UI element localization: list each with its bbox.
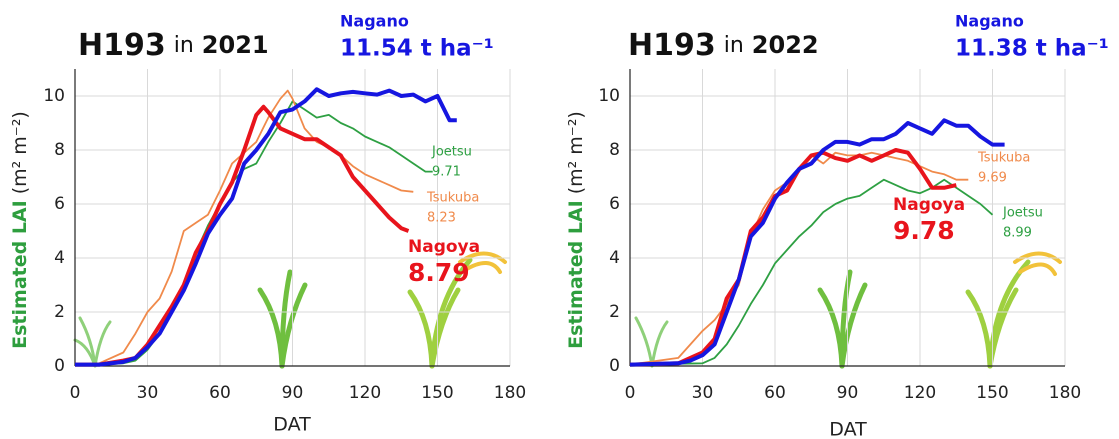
chart-title: H193 in 2022 [628, 28, 819, 63]
y-tick-label: 4 [609, 248, 620, 268]
series-name: Nagoya [408, 237, 480, 257]
series-line [75, 100, 433, 366]
series-line [629, 151, 969, 366]
x-tick-label: 90 [282, 383, 304, 403]
yield-label: 9.78 [893, 216, 955, 245]
x-tick-label: 90 [837, 383, 859, 403]
y-tick-label: 2 [54, 302, 65, 322]
x-tick-label: 150 [976, 383, 1008, 403]
yield-label: 9.69 [978, 171, 1007, 186]
y-tick-label: 2 [609, 302, 620, 322]
series-name: Joetsu [431, 145, 472, 160]
title-part: H193 [628, 28, 716, 63]
series-line [74, 89, 414, 366]
title-part: in [174, 33, 194, 58]
x-tick-label: 60 [209, 383, 231, 403]
x-axis-label: DAT [829, 419, 867, 439]
y-axis-label: Estimated LAI (m² m⁻²) [565, 111, 587, 349]
series-line [75, 87, 457, 367]
title-part: H193 [78, 28, 166, 63]
y-axis-label-unit: (m² m⁻²) [565, 111, 587, 194]
y-tick-label: 0 [609, 356, 620, 376]
series-line [629, 118, 1005, 367]
yield-label: 9.71 [432, 165, 461, 180]
yield-label: 11.38 t ha⁻¹ [955, 36, 1109, 62]
y-tick-label: 6 [609, 194, 620, 214]
y-axis-label: Estimated LAI (m² m⁻²) [9, 111, 31, 349]
x-tick-label: 180 [494, 383, 526, 403]
title-part: 2022 [752, 31, 819, 59]
y-tick-label: 10 [598, 86, 620, 106]
series-name: Nagoya [893, 195, 965, 215]
y-tick-label: 0 [54, 356, 65, 376]
yield-label: 8.99 [1003, 226, 1032, 241]
title-part: in [724, 33, 744, 58]
yield-label: 11.54 t ha⁻¹ [340, 36, 494, 62]
series-name: Nagano [955, 12, 1024, 31]
y-tick-label: 8 [609, 140, 620, 160]
y-axis-label-main: Estimated LAI [565, 200, 587, 349]
y-axis-label-main: Estimated LAI [9, 200, 31, 349]
x-tick-label: 120 [349, 383, 381, 403]
yield-label: 8.23 [427, 211, 456, 226]
y-axis-label-unit: (m² m⁻²) [9, 111, 31, 194]
title-part: 2021 [202, 31, 269, 59]
y-tick-label: 6 [54, 194, 65, 214]
series-line [75, 104, 410, 367]
y-tick-label: 8 [54, 140, 65, 160]
x-tick-label: 30 [692, 383, 714, 403]
x-tick-label: 0 [70, 383, 81, 403]
series-name: Tsukuba [426, 191, 479, 206]
x-tick-label: 150 [421, 383, 453, 403]
yield-label: 8.79 [408, 258, 470, 287]
x-tick-label: 60 [764, 383, 786, 403]
series-line [629, 178, 994, 366]
x-tick-label: 30 [137, 383, 159, 403]
x-tick-label: 0 [625, 383, 636, 403]
x-tick-label: 120 [904, 383, 936, 403]
x-tick-label: 180 [1049, 383, 1081, 403]
series-name: Tsukuba [977, 151, 1030, 166]
series-name: Joetsu [1002, 206, 1043, 221]
panel: 0 30 60 90 120 150 180 0 2 4 6 8 10 DAT Estimated LAI (… [9, 12, 527, 436]
y-tick-label: 4 [54, 248, 65, 268]
x-axis-label: DAT [273, 414, 311, 436]
series-name: Nagano [340, 12, 409, 31]
panel: 0 30 60 90 120 150 180 0 2 4 6 8 10 DAT Estimated LAI (… [565, 12, 1109, 439]
chart-title: H193 in 2021 [78, 28, 269, 63]
series-line [629, 148, 957, 367]
y-tick-label: 10 [43, 86, 65, 106]
